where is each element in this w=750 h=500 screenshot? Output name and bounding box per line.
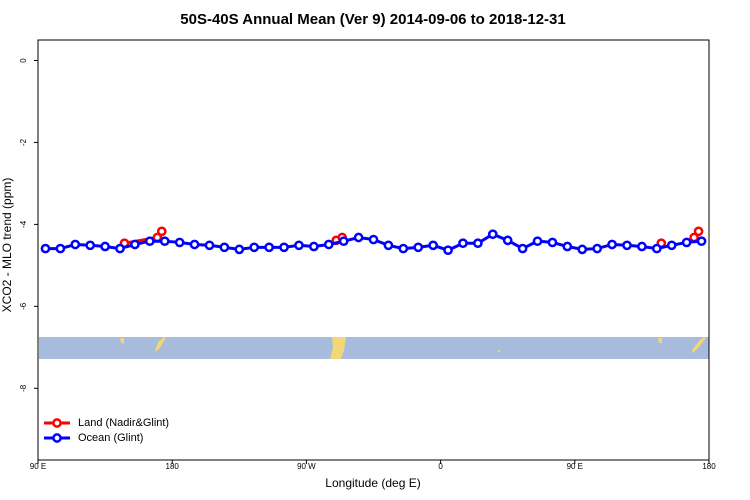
data-point xyxy=(130,239,140,250)
data-point xyxy=(487,229,498,240)
data-point xyxy=(156,226,167,237)
legend-marker xyxy=(52,418,62,428)
map-strip xyxy=(39,337,709,359)
x-axis-label: Longitude (deg E) xyxy=(325,476,420,490)
data-point xyxy=(264,242,274,253)
chart-title: 50S-40S Annual Mean (Ver 9) 2014-09-06 t… xyxy=(180,11,565,28)
x-tick-label: 90 W xyxy=(297,462,316,471)
data-point xyxy=(294,240,304,251)
data-point xyxy=(622,240,632,251)
plot-frame xyxy=(37,39,710,461)
data-point xyxy=(338,236,349,247)
data-point xyxy=(398,243,409,254)
y-tick-label: -4 xyxy=(19,220,28,228)
data-point xyxy=(651,243,662,254)
x-tick-label: 180 xyxy=(702,462,716,471)
data-point xyxy=(532,236,543,247)
data-point xyxy=(473,238,483,249)
data-point xyxy=(428,240,438,251)
x-tick-label: 0 xyxy=(438,462,443,471)
legend-marker xyxy=(52,433,62,443)
data-point xyxy=(40,243,51,254)
data-point xyxy=(309,241,319,252)
data-point xyxy=(693,226,704,237)
data-point xyxy=(413,242,424,253)
y-axis-label: XCO2 - MLO trend (ppm) xyxy=(0,178,14,313)
data-point xyxy=(234,244,245,255)
y-tick-label: -2 xyxy=(19,138,28,146)
data-point xyxy=(159,236,170,247)
data-point xyxy=(100,241,110,252)
data-point xyxy=(55,243,66,254)
data-point xyxy=(637,241,647,252)
data-point xyxy=(502,235,513,246)
data-point xyxy=(607,239,617,250)
data-point xyxy=(353,232,364,243)
legend-label: Ocean (Glint) xyxy=(78,432,143,444)
data-point xyxy=(279,242,289,253)
x-tick-label: 90 E xyxy=(567,462,583,471)
data-point xyxy=(517,243,528,254)
data-point xyxy=(577,244,588,255)
y-tick-label: -6 xyxy=(19,302,28,310)
x-tick-label: 90 E xyxy=(30,462,46,471)
data-point xyxy=(666,240,677,251)
x-tick-label: 180 xyxy=(166,462,180,471)
data-point xyxy=(592,243,603,254)
data-point xyxy=(204,240,215,251)
y-tick-label: -8 xyxy=(19,384,28,392)
data-point xyxy=(85,240,96,251)
data-point xyxy=(70,239,81,250)
data-point xyxy=(189,239,200,250)
data-point xyxy=(458,238,468,249)
data-point xyxy=(383,240,394,251)
data-point xyxy=(323,239,334,250)
data-point xyxy=(547,237,558,248)
legend-label: Land (Nadir&Glint) xyxy=(78,417,169,429)
data-point xyxy=(174,237,185,248)
data-point xyxy=(219,242,230,253)
data-point xyxy=(681,237,692,248)
data-point xyxy=(249,242,260,253)
data-point xyxy=(562,241,573,252)
data-point xyxy=(368,234,379,245)
data-point xyxy=(443,245,453,256)
y-tick-label: 0 xyxy=(19,58,28,63)
data-point xyxy=(696,236,707,247)
data-point xyxy=(115,243,125,254)
data-point xyxy=(144,236,155,247)
